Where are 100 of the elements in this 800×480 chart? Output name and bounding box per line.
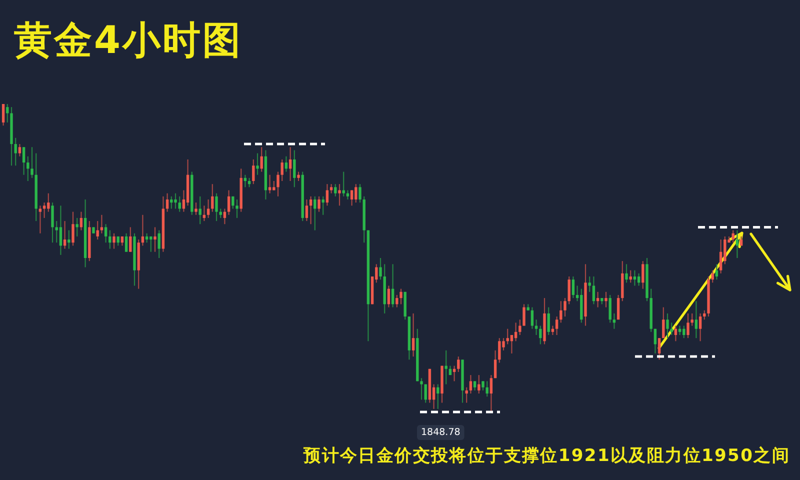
candlestick <box>129 226 132 252</box>
candlestick <box>309 196 312 225</box>
candlestick <box>346 190 350 200</box>
candlestick <box>666 312 669 339</box>
candlestick <box>280 158 284 182</box>
candlestick <box>96 220 99 240</box>
candlestick <box>711 270 714 284</box>
candlestick <box>30 146 34 178</box>
candlestick <box>59 205 62 256</box>
candlestick <box>6 103 9 124</box>
candlestick <box>42 202 46 219</box>
candlestick <box>215 192 218 222</box>
candlestick <box>350 190 354 206</box>
candlestick <box>47 192 50 212</box>
candlestick <box>629 270 632 284</box>
candlestick <box>698 312 702 342</box>
candlestick <box>219 208 222 219</box>
candlestick <box>396 294 398 308</box>
candlestick <box>244 174 247 188</box>
candlestick <box>555 316 558 336</box>
candlestick <box>198 196 202 225</box>
candlestick <box>539 325 542 345</box>
candlestick <box>141 214 144 246</box>
candlestick <box>424 384 427 404</box>
candlestick <box>391 264 394 308</box>
candlestick <box>436 384 440 410</box>
candlestick <box>564 297 566 318</box>
candlestick <box>248 177 251 188</box>
candlestick <box>518 319 522 336</box>
candlestick <box>145 232 148 244</box>
candlestick <box>486 380 488 398</box>
candlestick <box>297 171 300 182</box>
candlestick <box>674 325 678 342</box>
candlestick <box>26 156 30 182</box>
candlestick <box>560 300 562 324</box>
candlestick <box>514 322 518 342</box>
candlestick <box>18 143 22 157</box>
candlestick <box>232 196 234 210</box>
candlestick <box>174 192 177 210</box>
candlestick <box>55 220 58 244</box>
candlestick <box>223 208 226 225</box>
candlestick <box>662 306 665 339</box>
candlestick <box>170 196 173 210</box>
candlestick <box>293 150 296 188</box>
candlestick <box>14 137 17 166</box>
candlestick <box>642 260 644 290</box>
candlestick <box>530 306 534 330</box>
candlestick <box>22 146 26 176</box>
candlestick <box>268 174 272 194</box>
candlestick <box>604 291 608 308</box>
candlestick <box>80 211 83 231</box>
candlestick <box>551 325 554 336</box>
text: 1848.78 <box>421 427 460 438</box>
candlestick <box>608 294 612 324</box>
candlestick <box>482 380 484 391</box>
candlestick <box>154 226 156 252</box>
candlestick <box>354 184 358 204</box>
candlestick <box>288 146 292 182</box>
candlestick <box>150 236 152 252</box>
candlestick <box>506 328 509 345</box>
candlestick <box>490 374 493 413</box>
candlestick <box>694 300 698 339</box>
candlestick <box>104 224 108 244</box>
candlestick <box>678 325 682 336</box>
candlestick <box>522 304 526 326</box>
candlestick <box>166 192 169 212</box>
candlestick <box>276 171 280 197</box>
candlestick <box>72 211 74 246</box>
candlestick <box>510 334 514 354</box>
candlestick <box>473 380 476 391</box>
candlestick <box>588 276 591 292</box>
candlestick <box>342 171 345 197</box>
candlestick <box>68 230 70 250</box>
candlestick <box>358 184 362 204</box>
candlestick <box>252 158 255 185</box>
candlestick <box>682 325 686 339</box>
candlestick <box>592 276 596 305</box>
candlestick <box>478 374 480 394</box>
candlestick <box>305 198 308 222</box>
candlestick <box>465 386 468 404</box>
candlestick <box>330 184 333 194</box>
candlestick <box>596 291 600 308</box>
candlestick <box>158 230 160 259</box>
candlestick <box>736 230 739 259</box>
candlestick <box>412 312 415 358</box>
candlestick <box>236 198 238 219</box>
candlestick <box>326 184 329 206</box>
candlestick <box>654 328 657 354</box>
candlestick <box>633 270 636 286</box>
candlestick <box>568 276 570 305</box>
candlestick <box>194 202 198 216</box>
candlestick <box>452 365 456 382</box>
candlestick <box>715 264 718 280</box>
candlestick <box>494 350 497 379</box>
candlestick <box>637 272 640 286</box>
candlestick <box>260 146 263 172</box>
candlestick <box>703 310 706 320</box>
candlestick <box>124 232 128 252</box>
candlestick <box>178 196 181 212</box>
text: 预计今日金价交投将位于支撑位1921以及阻力位1950之间 <box>302 446 790 466</box>
